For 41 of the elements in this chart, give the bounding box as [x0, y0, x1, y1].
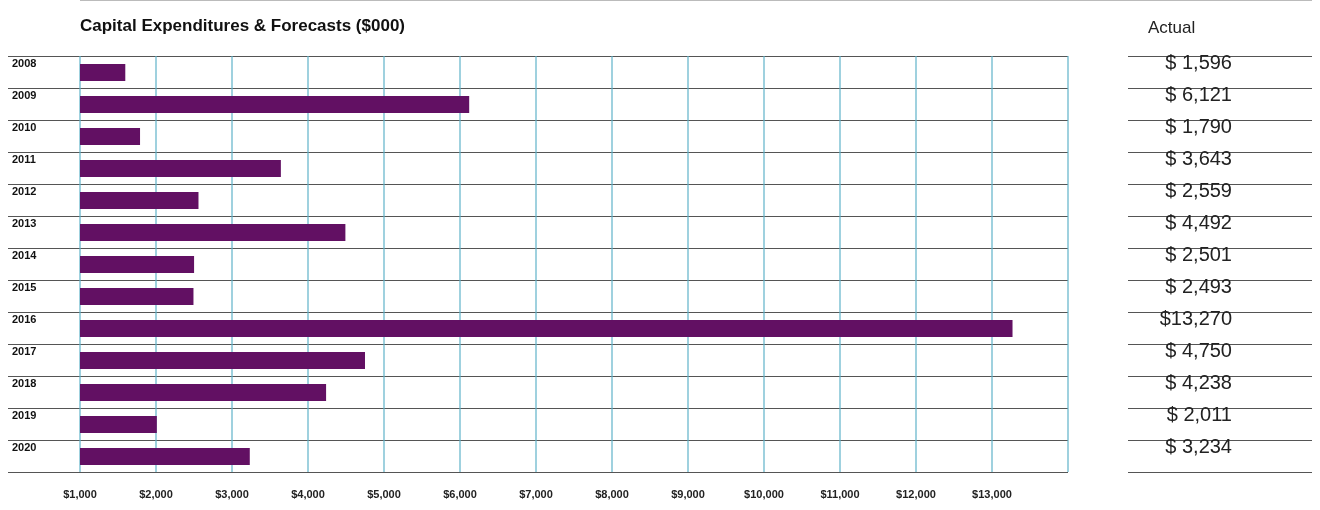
- x-tick-label: $9,000: [671, 488, 705, 500]
- data-label: $ 1,596: [1165, 50, 1232, 73]
- x-tick-label: $10,000: [744, 488, 784, 500]
- x-tick-label: $1,000: [63, 488, 97, 500]
- y-tick-label: 2012: [12, 185, 37, 197]
- data-label: $ 3,643: [1165, 146, 1232, 169]
- x-tick-label: $11,000: [820, 488, 860, 500]
- x-tick-label: $8,000: [595, 488, 629, 500]
- data-label: $ 2,011: [1166, 402, 1232, 425]
- data-label: $ 1,790: [1165, 114, 1232, 137]
- y-tick-label: 2019: [12, 409, 37, 421]
- y-tick-label: 2009: [12, 89, 37, 101]
- x-tick-label: $3,000: [215, 488, 249, 500]
- y-tick-label: 2020: [12, 441, 37, 453]
- y-tick-label: 2014: [12, 249, 38, 261]
- text: Actual: [1148, 18, 1196, 38]
- data-label: $ 4,750: [1165, 338, 1232, 361]
- y-tick-label: 2011: [12, 153, 36, 165]
- y-tick-label: 2010: [12, 121, 37, 133]
- data-label: $ 2,493: [1165, 274, 1232, 297]
- y-tick-label: 2015: [12, 281, 37, 293]
- x-tick-label: $6,000: [443, 488, 477, 500]
- x-tick-label: $5,000: [367, 488, 401, 500]
- x-tick-label: $2,000: [139, 488, 173, 500]
- data-label: $13,270: [1159, 306, 1232, 329]
- x-tick-label: $7,000: [519, 488, 553, 500]
- data-label: $ 2,501: [1165, 242, 1232, 265]
- chart-title: Capital Expenditures & Forecasts ($000): [80, 16, 406, 36]
- data-label: $ 6,121: [1165, 82, 1232, 105]
- y-tick-label: 2017: [12, 345, 37, 357]
- y-tick-label: 2008: [12, 57, 37, 69]
- x-tick-label: $4,000: [291, 488, 325, 500]
- y-tick-label: 2016: [12, 313, 37, 325]
- y-tick-label: 2013: [12, 217, 37, 229]
- data-label: $ 4,238: [1165, 370, 1232, 393]
- x-tick-label: $13,000: [972, 488, 1012, 500]
- y-tick-label: 2018: [12, 377, 37, 389]
- data-label: $ 2,559: [1165, 178, 1232, 201]
- data-label: $ 3,234: [1165, 434, 1232, 457]
- x-tick-label: $12,000: [896, 488, 936, 500]
- data-label: $ 4,492: [1165, 210, 1232, 233]
